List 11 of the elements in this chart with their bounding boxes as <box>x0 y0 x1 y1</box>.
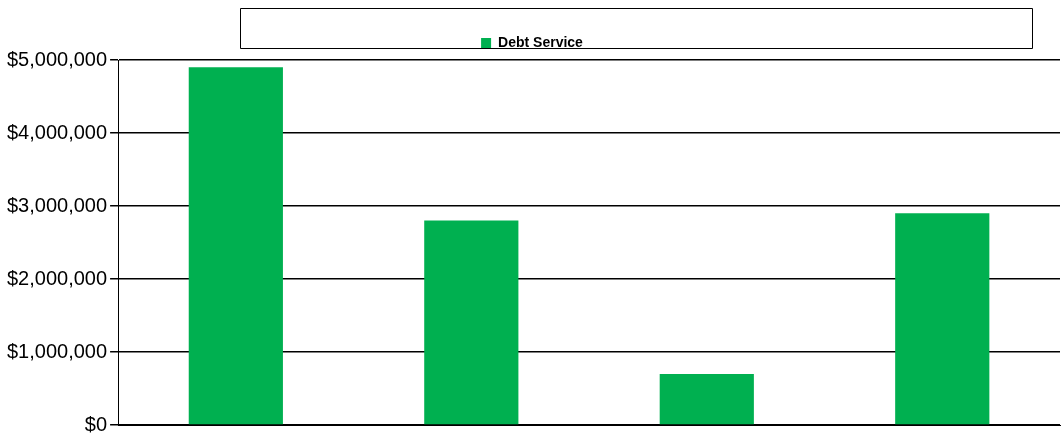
y-tick-label: $3,000,000 <box>6 193 108 216</box>
y-tick-label: $5,000,000 <box>6 47 108 70</box>
bar <box>424 220 519 425</box>
y-tick-label: $0 <box>84 412 108 435</box>
legend-label: Debt Service <box>498 33 584 50</box>
bar <box>188 67 283 425</box>
y-tick-label: $4,000,000 <box>6 120 108 143</box>
bar <box>895 213 990 425</box>
y-tick-label: $2,000,000 <box>6 266 108 289</box>
y-tick-label: $1,000,000 <box>6 339 108 362</box>
bar <box>659 373 754 425</box>
